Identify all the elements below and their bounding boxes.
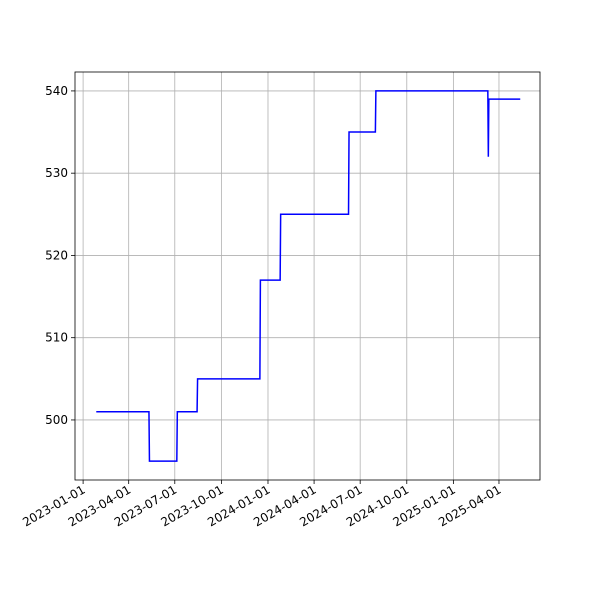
y-tick-label: 500: [45, 413, 68, 427]
y-tick-label: 530: [45, 166, 68, 180]
data-line: [96, 90, 521, 462]
axes-frame: [74, 71, 541, 481]
y-tick-label: 520: [45, 248, 68, 262]
ticks: 5005105205305402023-01-012023-04-012023-…: [20, 84, 503, 530]
y-tick-label: 510: [45, 331, 68, 345]
plot: [96, 90, 521, 462]
y-tick-label: 540: [45, 84, 68, 98]
grid: [75, 72, 540, 480]
